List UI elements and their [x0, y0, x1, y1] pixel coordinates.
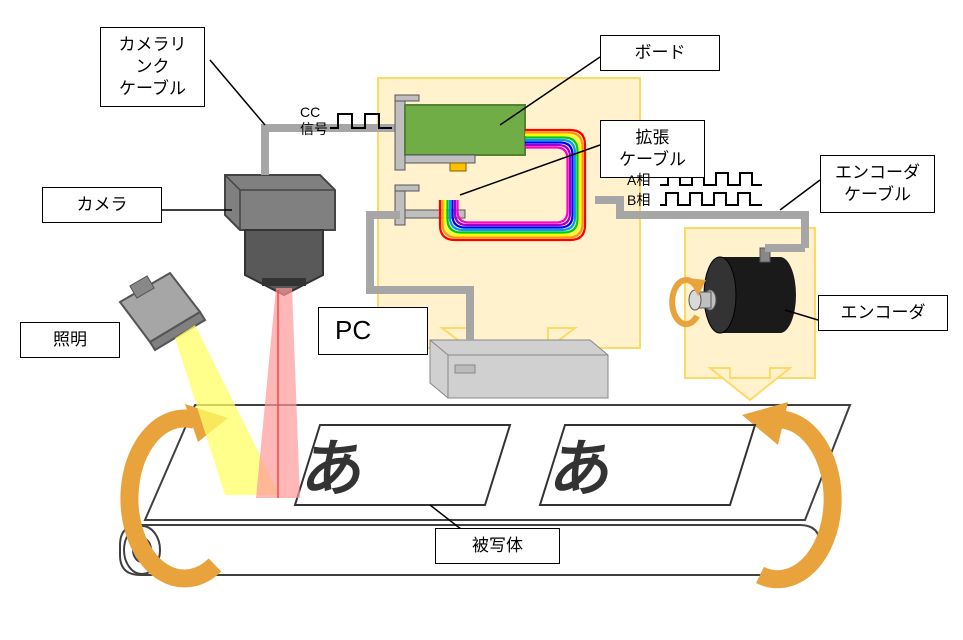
label-encoder: エンコーダ — [818, 295, 948, 331]
pc-shape — [430, 340, 608, 398]
cameralink-cable — [265, 128, 395, 175]
text-phase-b: B相 — [627, 192, 650, 209]
label-board: ボード — [600, 35, 720, 71]
phase-b-pulse — [660, 193, 762, 205]
cameralink-leader — [210, 60, 265, 125]
subject-sheet-2: あ — [540, 425, 755, 505]
encoder-cable-leader — [780, 180, 820, 210]
text-phase-a: A相 — [627, 172, 650, 189]
label-expansion-cable: 拡張ケーブル — [600, 120, 705, 178]
label-cameralink-cable: カメラリンクケーブル — [100, 27, 205, 107]
text-cc-signal: CC信号 — [300, 104, 328, 138]
diagram-stage: あ あ — [0, 0, 963, 640]
svg-text:あ: あ — [298, 435, 370, 504]
label-camera: カメラ — [42, 187, 162, 223]
label-encoder-cable: エンコーダケーブル — [820, 155, 935, 213]
svg-text:あ: あ — [546, 435, 618, 504]
subject-sheet-1: あ — [295, 425, 510, 505]
label-pc: PC — [318, 307, 428, 355]
label-lighting: 照明 — [20, 322, 120, 358]
label-subject: 被写体 — [435, 528, 560, 564]
